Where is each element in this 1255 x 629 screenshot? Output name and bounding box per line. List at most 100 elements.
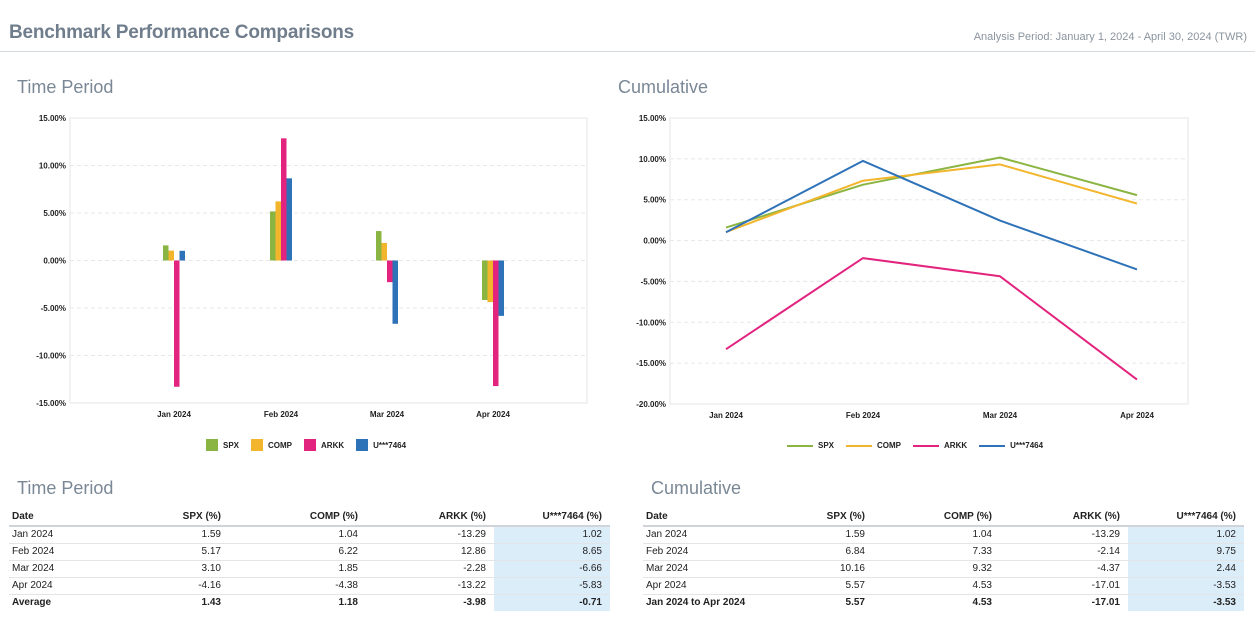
table-cell: -17.01 xyxy=(1091,597,1120,609)
table-cell: Average xyxy=(12,597,52,609)
cumulative-chart-title: Cumulative xyxy=(618,77,709,97)
table-row: Mar 2024 10.16 9.32 -4.37 2.44 xyxy=(643,560,1244,578)
y-tick-label: -15.00% xyxy=(636,359,666,368)
table-cell: 1.04 xyxy=(873,526,1000,544)
table-row: Feb 2024 6.84 7.33 -2.14 9.75 xyxy=(643,543,1244,561)
page-title: Benchmark Performance Comparisons xyxy=(9,22,355,43)
column-header: U***7464 (%) xyxy=(494,508,610,527)
y-tick-label: 0.00% xyxy=(643,237,666,246)
table-cell: -6.66 xyxy=(494,560,610,578)
cumulative-table-title: Cumulative xyxy=(651,478,742,498)
y-tick-label: -20.00% xyxy=(636,400,666,409)
table-cell: 9.75 xyxy=(1128,543,1244,561)
bar-comp-mar-2024 xyxy=(381,242,387,261)
legend-label: SPX xyxy=(223,440,240,450)
y-tick-label: 5.00% xyxy=(43,209,66,218)
table-cell: 4.53 xyxy=(873,577,1000,595)
column-header: Date xyxy=(643,508,763,527)
legend-item-comp: COMP xyxy=(251,439,292,451)
table-cell: -3.98 xyxy=(463,597,486,609)
column-header: COMP (%) xyxy=(229,508,366,527)
table-cell: 5.17 xyxy=(119,543,229,561)
column-header: SPX (%) xyxy=(119,508,229,527)
x-tick-label: Mar 2024 xyxy=(983,411,1018,420)
time-period-table: Date SPX (%) COMP (%) ARKK (%) U***7464 (%) … xyxy=(9,508,610,611)
x-tick-label: Feb 2024 xyxy=(846,411,881,420)
table-cell: Feb 2024 xyxy=(9,543,119,561)
table-cell: Mar 2024 xyxy=(643,560,763,578)
table-cell: -0.71 xyxy=(494,594,610,611)
column-header: SPX (%) xyxy=(763,508,873,527)
series-line-spx xyxy=(725,156,1138,229)
y-tick-label: -10.00% xyxy=(36,352,66,361)
table-cell: 1.59 xyxy=(763,526,873,544)
table-cell: -13.29 xyxy=(366,526,494,544)
legend-label: COMP xyxy=(268,440,293,450)
table-cell: Apr 2024 xyxy=(9,577,119,595)
column-header: COMP (%) xyxy=(873,508,1000,527)
bar-arkk-mar-2024 xyxy=(387,260,393,283)
table-row: Jan 2024 1.59 1.04 -13.29 1.02 xyxy=(9,526,610,544)
table-cell: 7.33 xyxy=(873,543,1000,561)
bar-u-7464-apr-2024 xyxy=(498,260,504,316)
time-period-chart-title: Time Period xyxy=(17,77,114,97)
x-tick-label: Apr 2024 xyxy=(476,410,510,419)
bar-spx-feb-2024 xyxy=(270,211,276,261)
table-header-row: Date SPX (%) COMP (%) ARKK (%) U***7464 (%) xyxy=(643,508,1244,527)
legend-item-arkk: ARKK xyxy=(304,439,344,451)
x-tick-label: Jan 2024 xyxy=(709,411,743,420)
legend-swatch xyxy=(913,444,940,447)
legend-item-u-7464: U***7464 xyxy=(979,441,1043,450)
y-tick-label: 10.00% xyxy=(39,162,66,171)
y-tick-label: 5.00% xyxy=(643,196,666,205)
table-row: Apr 2024 5.57 4.53 -17.01 -3.53 xyxy=(643,577,1244,595)
series-line-u-7464 xyxy=(725,159,1138,271)
bar-u-7464-feb-2024 xyxy=(286,178,292,261)
legend-swatch xyxy=(979,444,1006,447)
y-tick-label: 0.00% xyxy=(43,257,66,266)
x-tick-label: Apr 2024 xyxy=(1120,411,1154,420)
column-header: ARKK (%) xyxy=(1000,508,1128,527)
legend-label: ARKK xyxy=(944,441,968,450)
bar-comp-apr-2024 xyxy=(487,260,493,303)
table-cell: Jan 2024 to Apr 2024 xyxy=(646,597,746,609)
y-tick-label: 15.00% xyxy=(39,114,66,123)
table-cell: 2.44 xyxy=(1128,560,1244,578)
table-row: Apr 2024 -4.16 -4.38 -13.22 -5.83 xyxy=(9,577,610,595)
series-line-comp xyxy=(725,163,1138,234)
cumulative-chart-legend: SPX COMP ARKK U***7464 xyxy=(787,441,1055,450)
time-period-chart-legend: SPX COMP ARKK U***7464 xyxy=(206,439,418,451)
legend-label: U***7464 xyxy=(1010,441,1044,450)
bar-spx-mar-2024 xyxy=(376,231,382,261)
table-cell: Jan 2024 xyxy=(643,526,763,544)
legend-label: U***7464 xyxy=(373,440,407,450)
y-tick-label: -15.00% xyxy=(36,399,66,408)
bar-arkk-jan-2024 xyxy=(174,260,180,387)
table-cell: 6.22 xyxy=(229,543,366,561)
table-cell: -17.01 xyxy=(1000,577,1128,595)
page-header: Benchmark Performance Comparisons Analys… xyxy=(0,0,1255,52)
bar-spx-jan-2024 xyxy=(163,245,169,261)
time-period-bar-chart: 15.00% 10.00% 5.00% 0.00% -5.00% -10.00% -15.0… xyxy=(36,114,588,419)
cumulative-table: Date SPX (%) COMP (%) ARKK (%) U***7464 (%) … xyxy=(643,508,1244,611)
bar-comp-jan-2024 xyxy=(168,250,174,261)
y-tick-label: -5.00% xyxy=(41,304,66,313)
table-cell: -5.83 xyxy=(494,577,610,595)
summary-row: Average 1.43 1.18 -3.98 -0.71 xyxy=(9,594,610,611)
bar-u-7464-jan-2024 xyxy=(179,250,185,261)
y-tick-label: -10.00% xyxy=(636,318,666,327)
legend-swatch xyxy=(356,439,369,451)
y-tick-label: 15.00% xyxy=(639,114,666,123)
legend-swatch xyxy=(787,444,813,447)
table-cell: -3.53 xyxy=(1128,594,1244,611)
legend-item-spx: SPX xyxy=(787,441,834,450)
x-tick-label: Feb 2024 xyxy=(264,410,299,419)
table-cell: -4.37 xyxy=(1000,560,1128,578)
legend-label: COMP xyxy=(877,441,902,450)
table-cell: 10.16 xyxy=(763,560,873,578)
y-tick-label: -5.00% xyxy=(641,277,666,286)
table-cell: -13.22 xyxy=(366,577,494,595)
bar-comp-feb-2024 xyxy=(275,201,281,261)
legend-item-comp: COMP xyxy=(846,441,901,450)
x-tick-label: Mar 2024 xyxy=(370,410,405,419)
